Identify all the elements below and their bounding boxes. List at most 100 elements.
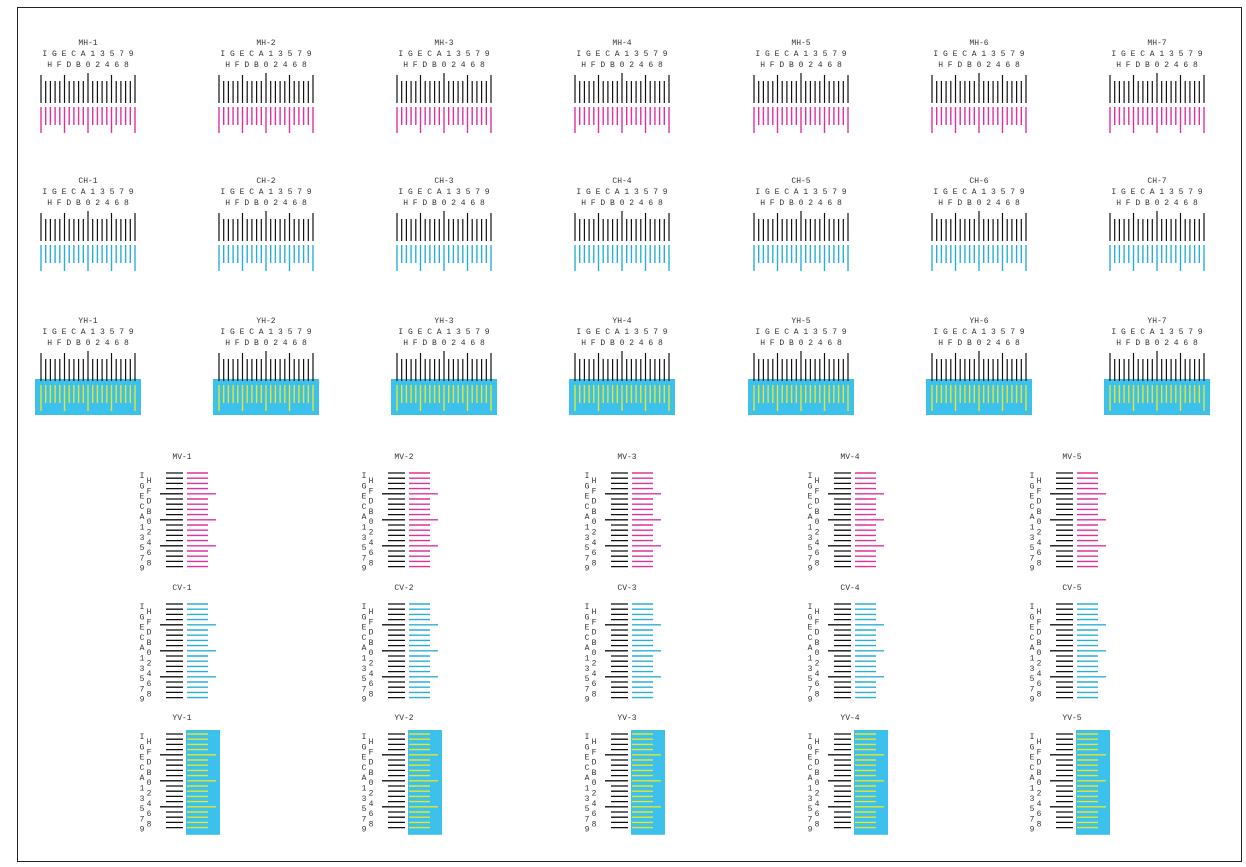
scale-label-right: 6: [147, 549, 152, 558]
pattern-title: MH-4: [612, 39, 631, 48]
scale-label-left: A: [362, 774, 367, 783]
scale-label-top: I G E C A 1 3 5 7 9: [755, 50, 846, 59]
scale-label-left: E: [1030, 754, 1035, 763]
scale-label-left: 7: [140, 554, 145, 563]
scale-label-right: 0: [147, 518, 152, 527]
pattern-title: YH-1: [78, 317, 97, 326]
scale-label-left: E: [362, 624, 367, 633]
scale-label-right: 0: [369, 779, 374, 788]
scale-label-left: 3: [1030, 665, 1035, 674]
h-pattern-ch-4: CH-4 I G E C A 1 3 5 7 9 H F D B 0 2 4 6 8: [574, 177, 670, 271]
scale-label-right: 0: [592, 518, 597, 527]
scale-label-bottom: H F D B 0 2 4 6 8: [225, 199, 307, 208]
scale-label-top: I G E C A 1 3 5 7 9: [220, 50, 311, 59]
scale-label-right: H: [1037, 477, 1042, 486]
pattern-title: CH-7: [1147, 177, 1166, 186]
scale-label-left: 5: [362, 805, 367, 814]
scale-label-right: F: [592, 618, 597, 627]
pattern-title: CV-2: [394, 584, 413, 593]
h-pattern-yh-5: YH-5 I G E C A 1 3 5 7 9 H F D B 0 2 4 6 8: [748, 317, 854, 415]
scale-label-top: I G E C A 1 3 5 7 9: [42, 188, 133, 197]
scale-label-right: H: [592, 477, 597, 486]
scale-label-left: 3: [1030, 795, 1035, 804]
scale-label-right: H: [815, 738, 820, 747]
scale-label-left: 7: [362, 815, 367, 824]
scale-label-left: 5: [140, 544, 145, 553]
scale-label-left: G: [362, 743, 367, 752]
vertical-patterns: MV-1IGECA13579HFDB02468MV-2IGECA13579HFD…: [140, 453, 1110, 835]
pattern-title: MH-2: [256, 39, 275, 48]
pattern-title: CH-2: [256, 177, 275, 186]
scale-label-right: 6: [815, 549, 820, 558]
scale-label-right: 2: [1037, 660, 1042, 669]
scale-label-left: 5: [140, 805, 145, 814]
scale-label-left: C: [140, 634, 145, 643]
scale-label-right: 8: [592, 559, 597, 568]
scale-label-right: D: [815, 629, 820, 638]
scale-label-left: C: [585, 503, 590, 512]
scale-label-right: 4: [592, 800, 597, 809]
h-pattern-yh-6: YH-6 I G E C A 1 3 5 7 9 H F D B 0 2 4 6 8: [926, 317, 1032, 415]
scale-label-top: I G E C A 1 3 5 7 9: [220, 328, 311, 337]
scale-label-right: D: [815, 759, 820, 768]
scale-label-left: C: [362, 764, 367, 773]
h-pattern-mh-6: MH-6 I G E C A 1 3 5 7 9 H F D B 0 2 4 6 8: [931, 39, 1027, 133]
pattern-title: MV-3: [617, 453, 636, 462]
scale-label-top: I G E C A 1 3 5 7 9: [933, 328, 1024, 337]
pattern-title: MV-1: [172, 453, 191, 462]
scale-label-right: 6: [369, 680, 374, 689]
scale-label-left: 7: [1030, 554, 1035, 563]
pattern-title: YV-1: [172, 714, 191, 723]
scale-label-bottom: H F D B 0 2 4 6 8: [47, 199, 129, 208]
scale-label-left: 7: [808, 815, 813, 824]
scale-label-left: C: [140, 764, 145, 773]
scale-label-right: 8: [147, 690, 152, 699]
scale-label-top: I G E C A 1 3 5 7 9: [755, 188, 846, 197]
scale-label-right: 4: [1037, 670, 1042, 679]
scale-label-top: I G E C A 1 3 5 7 9: [42, 50, 133, 59]
scale-label-right: 8: [369, 690, 374, 699]
scale-label-bottom: H F D B 0 2 4 6 8: [225, 339, 307, 348]
scale-label-top: I G E C A 1 3 5 7 9: [576, 50, 667, 59]
scale-label-left: I: [1030, 733, 1035, 742]
pattern-background: [854, 730, 888, 835]
scale-label-left: I: [585, 472, 590, 481]
scale-label-left: E: [585, 493, 590, 502]
pattern-background: [186, 730, 220, 835]
scale-label-left: C: [585, 634, 590, 643]
scale-label-left: 5: [362, 544, 367, 553]
scale-label-left: 7: [1030, 815, 1035, 824]
scale-label-right: H: [147, 738, 152, 747]
scale-label-right: 4: [1037, 800, 1042, 809]
scale-label-left: C: [140, 503, 145, 512]
scale-label-left: 1: [1030, 785, 1035, 794]
scale-label-left: E: [585, 754, 590, 763]
scale-label-right: D: [815, 498, 820, 507]
pattern-title: CH-1: [78, 177, 97, 186]
h-pattern-yh-3: YH-3 I G E C A 1 3 5 7 9 H F D B 0 2 4 6 8: [391, 317, 497, 415]
pattern-title: CV-3: [617, 584, 636, 593]
scale-label-right: B: [1037, 639, 1042, 648]
pattern-title: YH-3: [434, 317, 453, 326]
scale-label-right: 6: [1037, 549, 1042, 558]
scale-label-left: I: [1030, 472, 1035, 481]
scale-label-right: 2: [1037, 790, 1042, 799]
scale-label-top: I G E C A 1 3 5 7 9: [398, 50, 489, 59]
scale-label-left: E: [1030, 624, 1035, 633]
scale-label-left: 3: [585, 665, 590, 674]
scale-label-top: I G E C A 1 3 5 7 9: [1111, 328, 1202, 337]
scale-label-left: 3: [362, 534, 367, 543]
scale-label-right: 4: [147, 539, 152, 548]
scale-label-left: E: [1030, 493, 1035, 502]
scale-label-right: 2: [369, 529, 374, 538]
scale-label-left: 3: [1030, 534, 1035, 543]
scale-label-right: 6: [592, 549, 597, 558]
h-pattern-yh-1: YH-1 I G E C A 1 3 5 7 9 H F D B 0 2 4 6 8: [35, 317, 141, 415]
scale-label-right: 0: [1037, 518, 1042, 527]
horizontal-patterns: MH-1 I G E C A 1 3 5 7 9 H F D B 0 2 4 6 8…: [35, 39, 1210, 415]
